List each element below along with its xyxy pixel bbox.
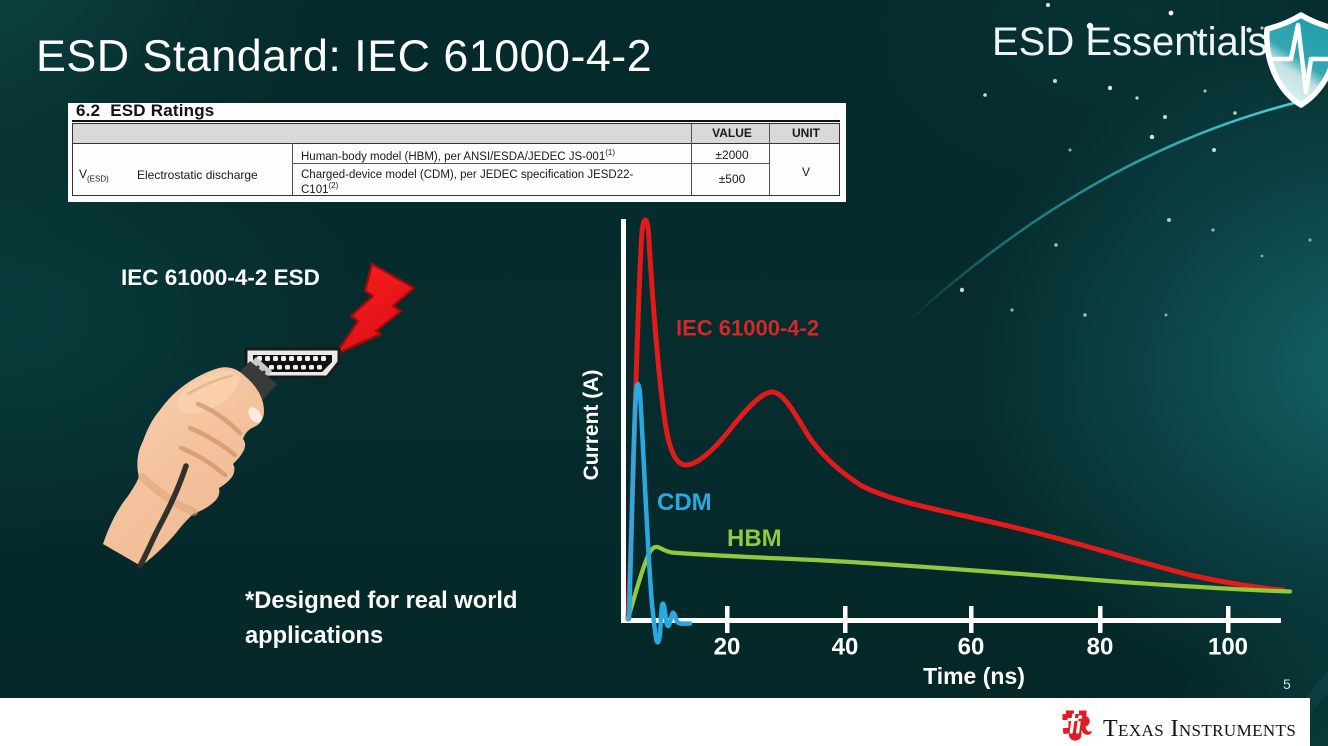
svg-text:Time (ns): Time (ns) [923,663,1025,689]
svg-text:IEC 61000-4-2: IEC 61000-4-2 [676,316,819,341]
svg-text:Texas Instruments: Texas Instruments [1103,716,1296,742]
svg-text:20: 20 [714,634,741,661]
svg-text:CDM: CDM [657,489,712,516]
svg-text:60: 60 [958,634,985,661]
svg-text:80: 80 [1087,634,1114,661]
svg-text:Current (A): Current (A) [580,370,603,481]
svg-text:HBM: HBM [727,525,782,552]
svg-text:40: 40 [832,634,859,661]
svg-text:100: 100 [1208,634,1248,661]
